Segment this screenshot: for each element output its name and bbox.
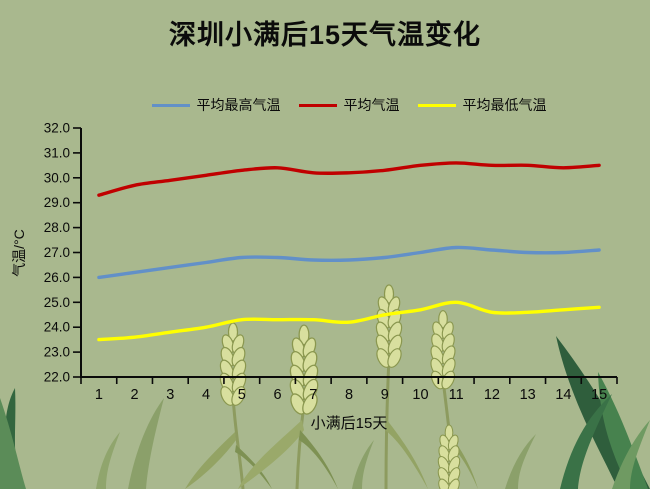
- y-tick-label: 22.0: [44, 370, 70, 385]
- x-tick-label: 3: [166, 387, 174, 403]
- legend-label-avg: 平均气温: [343, 97, 400, 113]
- y-axis-title: 气温/°C: [11, 229, 27, 277]
- grass-right: [505, 336, 650, 489]
- legend-swatch-avg: [298, 103, 337, 107]
- x-tick-label: 6: [273, 387, 281, 403]
- y-tick-label: 23.0: [44, 345, 70, 360]
- x-axis-title: 小满后15天: [310, 415, 388, 432]
- series-line-avg-low: [97, 300, 601, 342]
- y-tick-label: 24.0: [44, 320, 70, 335]
- y-tick-label: 28.0: [44, 220, 70, 235]
- legend-item-avg: 平均气温: [298, 95, 400, 115]
- legend-label-avg-high: 平均最高气温: [196, 97, 281, 113]
- x-tick-label: 7: [309, 387, 317, 403]
- legend-label-avg-low: 平均最低气温: [462, 97, 547, 113]
- y-tick-label: 32.0: [44, 121, 70, 136]
- x-tick-label: 15: [591, 387, 607, 403]
- series-line-avg: [97, 161, 601, 197]
- x-tick-label: 2: [131, 387, 139, 403]
- legend-item-avg-high: 平均最高气温: [151, 95, 281, 115]
- legend-item-avg-low: 平均最低气温: [417, 95, 547, 115]
- chart-title: 深圳小满后15天气温变化: [168, 20, 482, 50]
- x-tick-label: 10: [412, 387, 428, 403]
- x-tick-label: 13: [520, 387, 536, 403]
- y-tick-label: 29.0: [44, 195, 70, 210]
- y-tick-label: 27.0: [44, 245, 70, 260]
- x-tick-label: 5: [238, 387, 246, 403]
- grass-left: [0, 388, 164, 489]
- x-tick-label: 14: [555, 387, 571, 403]
- x-tick-label: 9: [381, 387, 389, 403]
- x-tick-label: 8: [345, 387, 353, 403]
- y-tick-label: 26.0: [44, 270, 70, 285]
- x-tick-label: 11: [449, 387, 464, 403]
- y-tick-label: 30.0: [44, 170, 70, 185]
- y-tick-label: 31.0: [44, 145, 70, 160]
- legend-swatch-avg-high: [151, 103, 190, 107]
- x-tick-label: 1: [95, 387, 103, 403]
- series-line-avg-high: [97, 245, 601, 280]
- x-tick-label: 12: [484, 387, 500, 403]
- y-tick-label: 25.0: [44, 295, 70, 310]
- legend: 平均最高气温 平均气温 平均最低气温: [81, 95, 617, 115]
- x-tick-label: 4: [202, 387, 210, 403]
- legend-swatch-avg-low: [417, 103, 456, 107]
